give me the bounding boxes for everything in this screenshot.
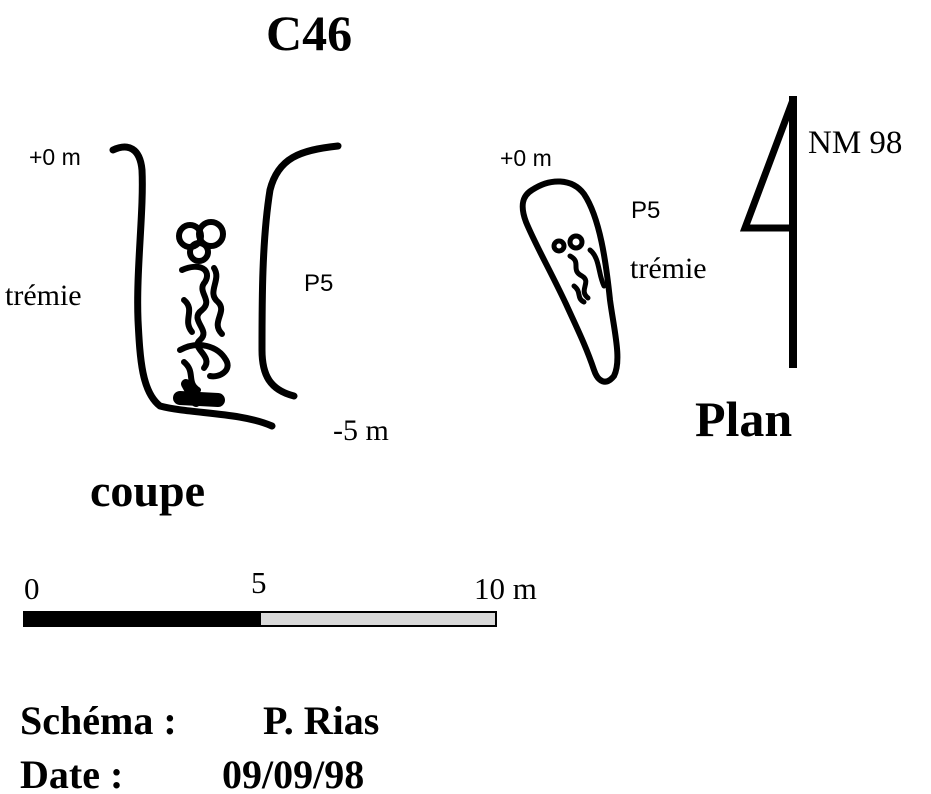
plan-outline <box>519 178 621 385</box>
schema-value: P. Rias <box>263 698 380 743</box>
section-label-bottom: -5 m <box>333 414 389 447</box>
date-value: 09/09/98 <box>222 752 365 794</box>
plan-caption: Plan <box>695 391 793 447</box>
date-label: Date : <box>20 752 124 794</box>
section-label-top: +0 m <box>29 144 81 170</box>
scale-bar-empty <box>261 613 495 625</box>
section-label-p5: P5 <box>304 270 334 297</box>
section-rubble-base <box>181 379 201 407</box>
section-drawing <box>109 142 342 430</box>
section-caption: coupe <box>90 465 205 516</box>
north-label: NM 98 <box>808 125 903 161</box>
scale-label-10: 10 m <box>474 571 537 606</box>
scale-label-0: 0 <box>24 571 40 606</box>
plan-label-tremie: trémie <box>630 252 707 285</box>
section-left-wall <box>109 143 276 430</box>
plan-label-top: +0 m <box>500 145 552 171</box>
scale-label-5: 5 <box>251 565 267 600</box>
scale-bar <box>23 611 497 627</box>
schema-label: Schéma : <box>20 698 177 743</box>
scale-bar-filled <box>25 613 261 625</box>
sheet-title: C46 <box>266 5 353 61</box>
section-tremie-rubble <box>176 219 231 393</box>
section-label-tremie: trémie <box>5 279 82 312</box>
north-arrow <box>739 96 797 368</box>
section-right-wall <box>258 142 342 400</box>
plan-label-p5: P5 <box>631 197 661 224</box>
plan-drawing <box>519 178 621 385</box>
plan-tremie-rubble <box>551 233 607 305</box>
